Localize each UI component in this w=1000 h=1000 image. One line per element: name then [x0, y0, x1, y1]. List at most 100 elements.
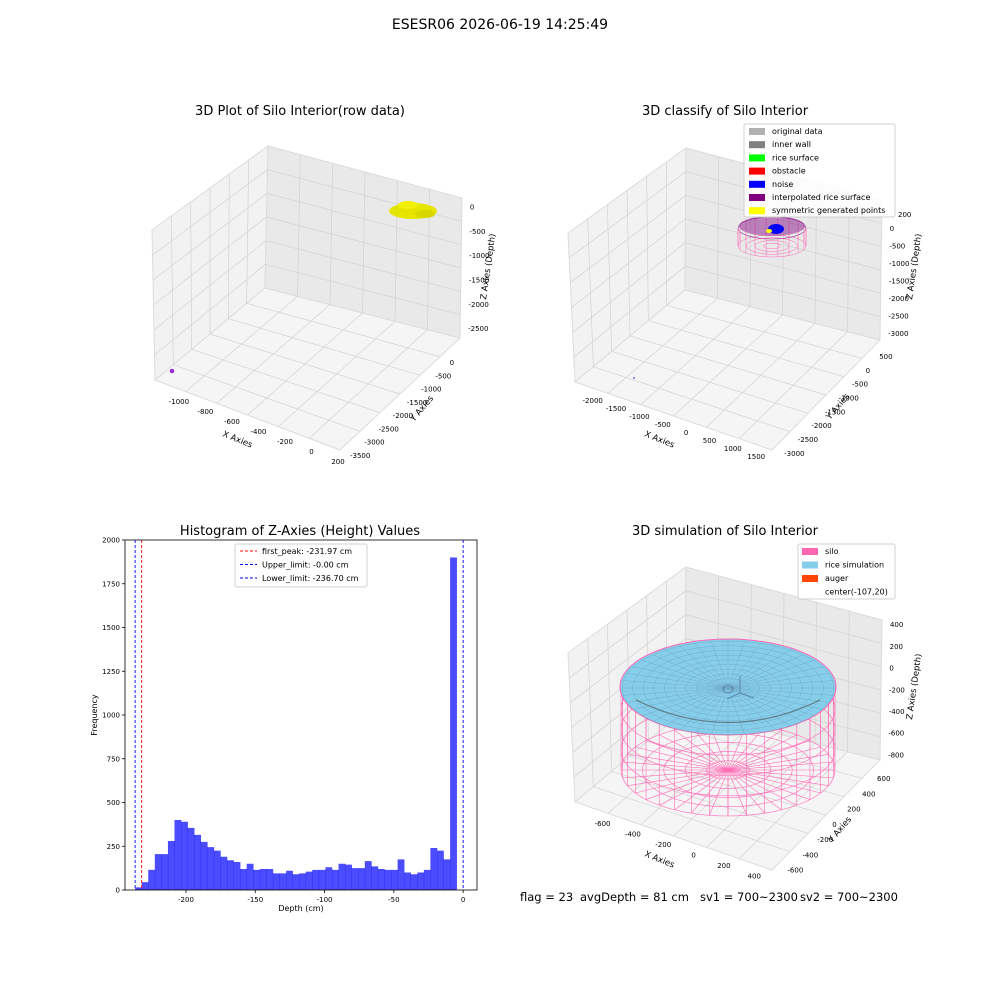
raw-zlabel: Z Axies (Depth) — [479, 233, 498, 300]
p4-ztick: -400 — [889, 708, 905, 716]
histogram-bar — [318, 869, 326, 890]
p4-ytick: 200 — [847, 806, 860, 814]
simulation-auger — [722, 676, 755, 700]
status-flag: flag = 23 — [520, 890, 574, 904]
p2-xtick: -1000 — [629, 413, 649, 421]
histogram-bar — [443, 859, 451, 890]
p2-xtick: 1500 — [747, 453, 765, 461]
histogram-ytick: 750 — [107, 755, 120, 763]
p1-xtick: 0 — [309, 448, 313, 456]
legend-swatch — [749, 180, 765, 188]
legend-label: noise — [772, 180, 793, 189]
histogram-legend: first_peak: -231.97 cm Upper_limit: -0.00… — [234, 543, 368, 588]
p4-xtick: 400 — [748, 873, 761, 881]
figure-title: ESESR06 2026-06-19 14:25:49 — [391, 17, 609, 33]
p4-ztick: 0 — [889, 665, 893, 673]
legend-swatch — [749, 194, 765, 201]
histogram-bar — [423, 869, 431, 890]
simulation-plot-title: 3D simulation of Silo Interior — [632, 524, 818, 539]
legend-label: inner wall — [772, 140, 811, 149]
histogram-bar — [207, 847, 215, 890]
p4-ytick: -600 — [787, 867, 803, 875]
simulation-3d-axes: Z Axies (Depth) X Axies Y Axies -600-400… — [567, 543, 924, 881]
p2-ztick: -2000 — [889, 295, 909, 303]
legend-label: auger — [825, 574, 849, 583]
p4-xtick: 200 — [717, 862, 730, 870]
raw-plot-title: 3D Plot of Silo Interior(row data) — [195, 104, 405, 119]
legend-swatch — [749, 167, 765, 175]
classify-ztick-partial: 200 — [898, 211, 911, 219]
histogram-ytick: 1250 — [102, 668, 120, 676]
histogram-ytick: 250 — [107, 843, 120, 851]
p1-ztick: 0 — [470, 203, 474, 211]
legend-swatch — [802, 548, 818, 555]
histogram-bar — [436, 850, 444, 890]
simulation-rice-surface — [619, 638, 837, 736]
histogram-bar — [410, 874, 418, 890]
legend-label: obstacle — [772, 167, 806, 176]
p4-ztick: 200 — [890, 643, 903, 651]
histogram-legend-label: Upper_limit: -0.00 cm — [262, 561, 349, 570]
histogram-xtick: -150 — [247, 896, 263, 904]
histogram-bar — [391, 869, 398, 890]
p1-ytick: -3000 — [364, 439, 384, 447]
p1-ztick: -2500 — [468, 325, 488, 333]
p1-ztick: -1000 — [469, 252, 489, 260]
histogram-bar — [450, 557, 457, 890]
histogram-xtick: -50 — [388, 896, 399, 904]
histogram-bar — [135, 887, 142, 890]
p4-xtick: -600 — [595, 820, 611, 828]
histogram-bar — [305, 871, 313, 890]
p1-ytick: -3500 — [350, 452, 370, 460]
p1-ztick: -2000 — [468, 301, 488, 309]
histogram-ytick: 500 — [107, 799, 120, 807]
p2-xtick: 1000 — [724, 445, 742, 453]
p2-ytick: -1000 — [838, 394, 858, 402]
p1-ztick: -500 — [470, 228, 486, 236]
histogram-bar — [404, 872, 412, 890]
p2-ytick: 0 — [866, 367, 870, 375]
legend-label: center(-107,20) — [825, 588, 888, 597]
simulation-legend: silo rice simulation auger center(-107,20) — [797, 543, 896, 600]
legend-label: original data — [772, 127, 823, 136]
p1-ytick: -1000 — [421, 386, 441, 394]
histogram-legend-label: Lower_limit: -236.70 cm — [262, 574, 359, 583]
p4-ytick: 600 — [877, 775, 890, 783]
histogram-bar — [292, 874, 300, 890]
legend-swatch — [749, 128, 765, 135]
p4-ztick: -600 — [888, 730, 904, 738]
p2-ztick: -2500 — [888, 313, 908, 321]
histogram-bar — [233, 862, 241, 890]
legend-label: rice simulation — [825, 561, 884, 570]
p2-ztick: -1000 — [889, 260, 909, 268]
histogram-bar — [246, 863, 254, 890]
histogram-bar — [259, 869, 267, 890]
p2-xtick: -1500 — [606, 405, 626, 413]
p4-ytick: 400 — [862, 790, 875, 798]
p1-ztick: -1500 — [469, 276, 489, 284]
histogram-bar — [194, 834, 202, 890]
p4-xtick: 0 — [691, 852, 695, 860]
p1-ytick: -2000 — [393, 412, 413, 420]
legend-label: interpolated rice surface — [772, 193, 870, 202]
histogram-ytick: 1750 — [102, 580, 120, 588]
p1-xtick: -400 — [251, 428, 267, 436]
p2-ytick: 500 — [879, 353, 892, 361]
histogram-bar — [272, 873, 280, 890]
legend-swatch — [749, 207, 765, 215]
histogram-bar — [141, 882, 149, 890]
histogram-bar — [358, 868, 366, 890]
histogram-bar — [351, 868, 359, 890]
p2-xtick: -2000 — [583, 397, 603, 405]
raw-point-outlier — [169, 368, 175, 374]
histogram-bar — [364, 861, 372, 890]
histogram-ytick: 2000 — [102, 537, 120, 545]
p1-xtick: -200 — [277, 438, 293, 446]
classify-3d-axes: Z Axies (Depth) X Axies Y Axies -2000-15… — [567, 123, 924, 461]
histogram-bar — [253, 869, 261, 890]
p1-xtick: 200 — [331, 458, 344, 466]
p2-ztick: 0 — [890, 225, 894, 233]
histogram-bar — [174, 820, 182, 890]
p2-ytick: -2500 — [798, 436, 818, 444]
